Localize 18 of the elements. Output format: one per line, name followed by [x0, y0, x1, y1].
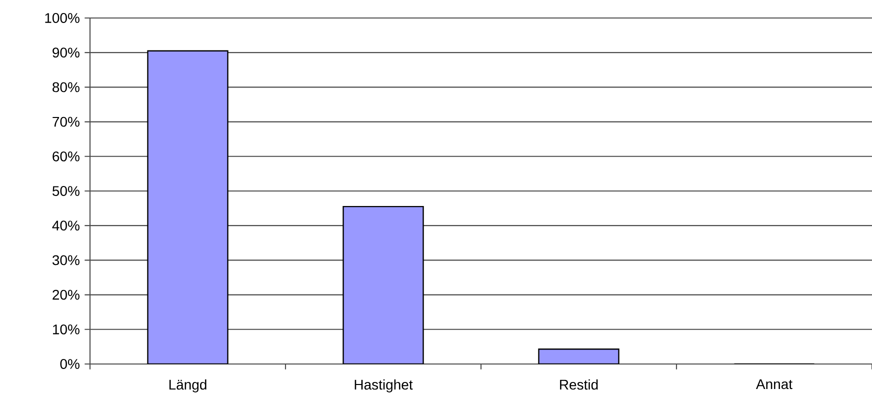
y-tick-label: 70%: [52, 116, 80, 127]
x-tick-label: Hastighet: [354, 379, 413, 392]
y-tick-label: 50%: [52, 186, 80, 196]
y-tick-label: 0%: [60, 359, 80, 369]
y-tick-label: 20%: [52, 290, 80, 300]
bar: [342, 206, 424, 364]
y-tick-label: 40%: [52, 220, 80, 231]
y-tick-label: 30%: [52, 255, 80, 266]
y-tick-label: 90%: [52, 48, 80, 58]
y-tick-label: 60%: [52, 151, 80, 162]
y-tick-label: 100%: [45, 13, 80, 23]
x-tick-label: Restid: [560, 379, 598, 390]
y-tick-label: 80%: [52, 82, 80, 92]
bar: [538, 348, 620, 364]
x-tick-label: Annat: [756, 379, 792, 390]
y-tick-label: 10%: [53, 324, 80, 334]
bar: [147, 50, 228, 364]
x-tick-label: Längd: [169, 379, 206, 392]
